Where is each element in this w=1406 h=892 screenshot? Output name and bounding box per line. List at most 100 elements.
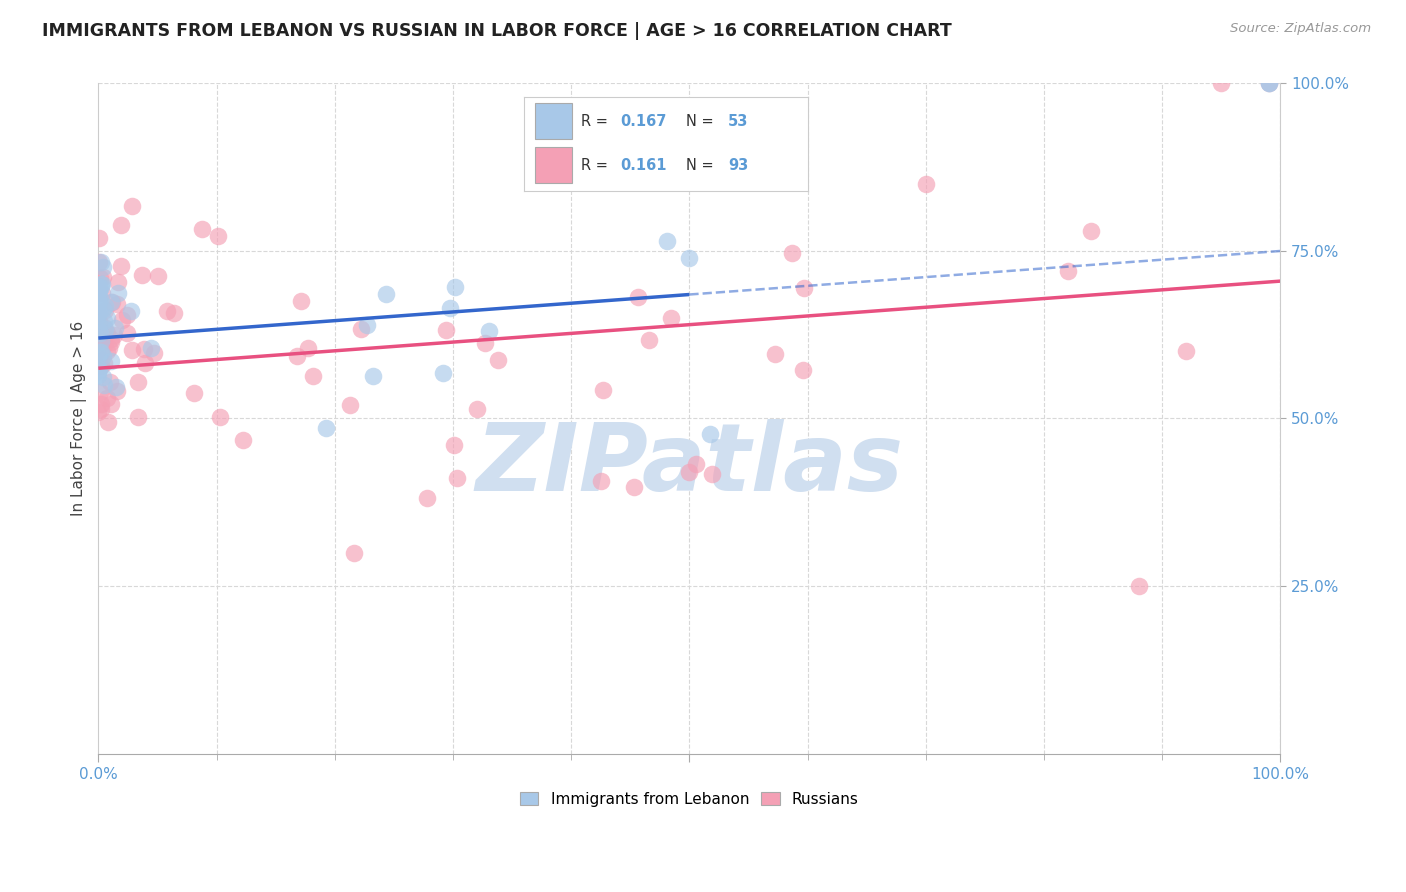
Point: [87, 314, 110, 328]
Point: [592, 383, 614, 397]
Point: [685, 458, 707, 472]
Point: [232, 433, 254, 447]
Point: [163, 306, 186, 320]
Point: [93, 377, 115, 392]
Point: [446, 470, 468, 484]
Point: [115, 326, 138, 341]
Point: [91, 349, 114, 363]
Point: [657, 234, 679, 248]
Point: [87, 368, 110, 382]
Point: [127, 410, 149, 425]
Point: [87, 327, 110, 342]
Point: [101, 295, 124, 310]
Point: [110, 218, 132, 232]
Point: [678, 251, 700, 265]
Point: [89, 345, 111, 359]
Point: [91, 260, 114, 275]
Point: [90, 397, 112, 411]
Point: [290, 293, 312, 308]
Point: [134, 356, 156, 370]
Point: [90, 285, 112, 300]
Point: [96, 311, 118, 326]
Point: [443, 280, 465, 294]
Point: [91, 301, 114, 316]
Point: [297, 341, 319, 355]
Point: [90, 279, 112, 293]
Point: [100, 295, 122, 310]
Point: [87, 363, 110, 377]
Point: [94, 299, 117, 313]
Point: [121, 199, 143, 213]
Point: [699, 427, 721, 442]
Point: [105, 384, 128, 398]
Point: [100, 397, 122, 411]
Point: [474, 336, 496, 351]
Point: [627, 290, 650, 304]
Point: [793, 281, 815, 295]
Point: [87, 305, 110, 319]
Point: [142, 346, 165, 360]
Point: [1257, 77, 1279, 91]
Point: [96, 343, 118, 358]
Point: [1257, 77, 1279, 91]
Point: [90, 334, 112, 348]
Point: [94, 322, 117, 336]
Point: [191, 222, 214, 236]
Point: [93, 314, 115, 328]
Text: ZIPatlas: ZIPatlas: [475, 419, 904, 511]
Y-axis label: In Labor Force | Age > 16: In Labor Force | Age > 16: [72, 321, 87, 516]
Point: [87, 298, 110, 312]
Point: [111, 313, 134, 327]
Point: [89, 292, 111, 306]
Point: [107, 285, 129, 300]
Point: [90, 255, 112, 269]
Point: [103, 328, 125, 343]
Point: [89, 319, 111, 334]
Point: [96, 392, 118, 406]
Point: [374, 287, 396, 301]
Point: [89, 326, 111, 341]
Point: [1128, 579, 1150, 593]
Point: [87, 285, 110, 300]
Point: [208, 410, 231, 425]
Point: [361, 368, 384, 383]
Point: [90, 359, 112, 373]
Point: [87, 281, 110, 295]
Legend: Immigrants from Lebanon, Russians: Immigrants from Lebanon, Russians: [515, 786, 865, 813]
Point: [100, 353, 122, 368]
Point: [416, 491, 439, 505]
Point: [1056, 264, 1078, 278]
Point: [104, 320, 127, 334]
Point: [659, 311, 682, 326]
Point: [93, 369, 115, 384]
Point: [127, 376, 149, 390]
Point: [93, 338, 115, 352]
Point: [90, 277, 112, 292]
Point: [90, 345, 112, 359]
Point: [90, 354, 112, 368]
Point: [139, 341, 162, 355]
Point: [780, 245, 803, 260]
Point: [465, 402, 488, 417]
Point: [110, 259, 132, 273]
Point: [1257, 77, 1279, 91]
Point: [678, 465, 700, 479]
Point: [91, 269, 114, 284]
Point: [90, 277, 112, 291]
Point: [486, 352, 509, 367]
Text: Source: ZipAtlas.com: Source: ZipAtlas.com: [1230, 22, 1371, 36]
Point: [343, 546, 366, 560]
Point: [120, 304, 142, 318]
Point: [87, 317, 110, 331]
Point: [98, 342, 121, 356]
Point: [1080, 224, 1102, 238]
Point: [146, 268, 169, 283]
Point: [623, 480, 645, 494]
Point: [100, 335, 122, 350]
Text: IMMIGRANTS FROM LEBANON VS RUSSIAN IN LABOR FORCE | AGE > 16 CORRELATION CHART: IMMIGRANTS FROM LEBANON VS RUSSIAN IN LA…: [42, 22, 952, 40]
Point: [87, 354, 110, 368]
Point: [763, 346, 786, 360]
Point: [93, 320, 115, 334]
Point: [89, 280, 111, 294]
Point: [131, 268, 153, 282]
